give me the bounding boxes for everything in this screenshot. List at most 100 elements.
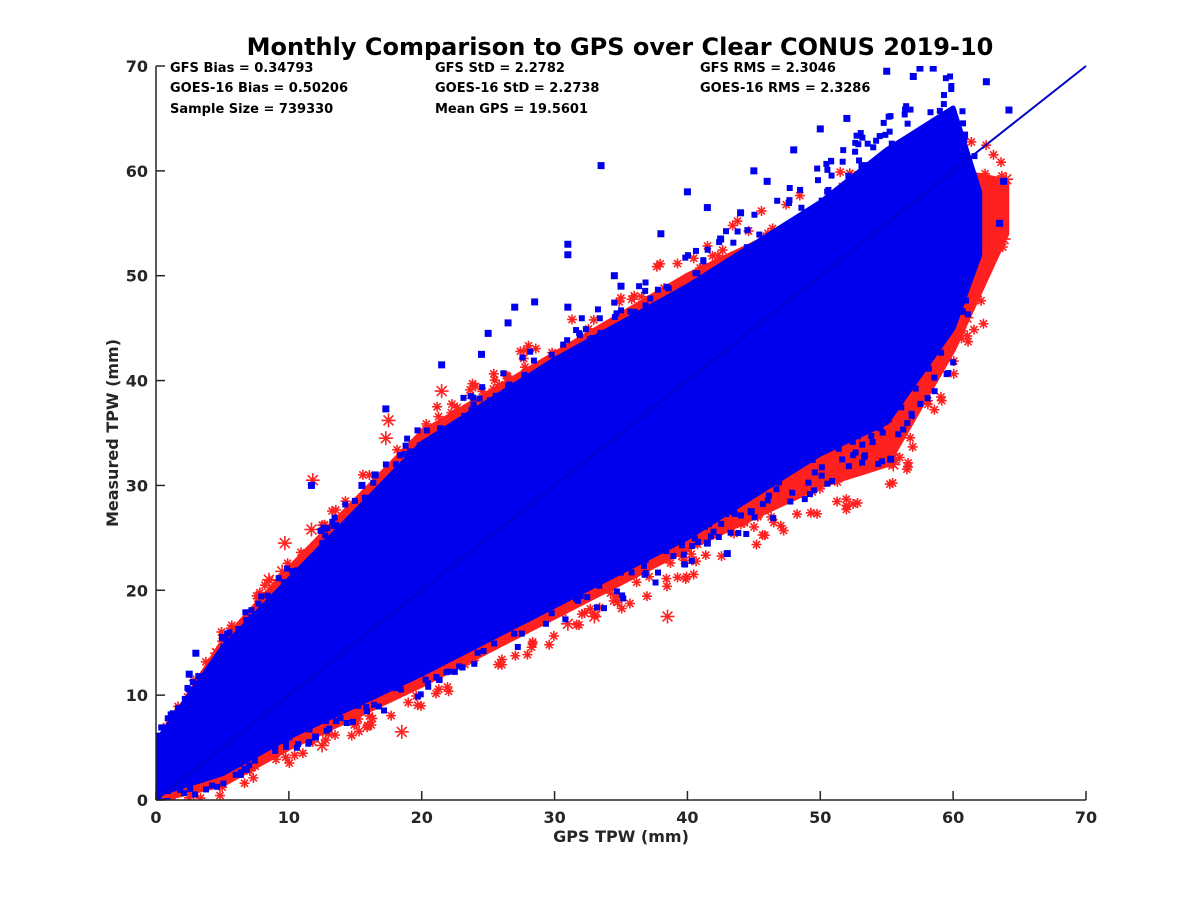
data-point <box>195 673 202 680</box>
data-point <box>285 733 293 741</box>
data-point <box>248 614 255 621</box>
data-point <box>880 119 887 126</box>
data-point <box>861 162 868 169</box>
data-point <box>355 702 362 709</box>
data-point <box>692 247 699 254</box>
data-point <box>852 497 863 508</box>
data-point <box>692 270 699 277</box>
data-point <box>416 442 423 449</box>
data-point <box>407 448 414 455</box>
data-point <box>597 162 605 170</box>
data-point <box>476 395 483 402</box>
data-point <box>491 640 498 647</box>
data-point <box>959 308 966 315</box>
data-point <box>600 605 607 612</box>
data-point <box>798 204 805 211</box>
data-point <box>349 718 356 725</box>
data-point <box>468 406 475 413</box>
data-point <box>982 78 990 86</box>
data-point <box>367 713 378 724</box>
data-point <box>392 685 399 692</box>
data-point <box>164 798 171 800</box>
data-point <box>446 399 457 410</box>
data-point <box>510 650 521 661</box>
data-point <box>615 293 626 304</box>
data-point <box>841 504 852 515</box>
data-point <box>461 412 468 419</box>
data-point <box>381 707 388 714</box>
data-point <box>957 325 968 336</box>
data-point <box>786 197 793 204</box>
data-point <box>445 668 452 675</box>
data-point <box>630 308 638 316</box>
data-point <box>280 752 291 763</box>
data-point <box>717 235 725 243</box>
x-tick-label: 70 <box>1075 808 1097 827</box>
data-point <box>960 120 967 127</box>
data-point <box>710 528 717 535</box>
data-point <box>574 597 581 604</box>
data-point <box>398 686 405 693</box>
data-point <box>730 239 737 246</box>
data-point <box>780 478 795 493</box>
data-point <box>811 469 818 476</box>
data-point <box>936 107 943 114</box>
data-point <box>520 362 531 373</box>
data-point <box>208 782 215 789</box>
data-point <box>459 664 466 671</box>
data-point <box>996 219 1004 227</box>
data-point <box>446 407 457 418</box>
data-point <box>787 498 794 505</box>
data-point <box>264 592 271 599</box>
data-point <box>887 455 895 463</box>
data-point <box>704 246 711 253</box>
data-point <box>859 134 866 141</box>
data-point <box>442 682 453 693</box>
data-point <box>582 326 589 333</box>
data-point <box>774 197 781 204</box>
data-point <box>695 538 702 545</box>
data-point <box>903 394 918 409</box>
data-point <box>248 607 255 614</box>
data-point <box>425 683 432 690</box>
data-point <box>681 561 688 568</box>
data-point <box>680 551 687 558</box>
data-point <box>422 676 429 683</box>
data-point <box>560 341 567 348</box>
data-point <box>322 718 329 725</box>
data-point <box>715 533 722 540</box>
data-point <box>703 204 711 212</box>
data-point <box>586 336 593 343</box>
data-point <box>818 464 825 471</box>
data-point <box>548 630 559 641</box>
stat-label: Sample Size = 739330 <box>170 102 333 117</box>
data-point <box>757 530 768 541</box>
data-point <box>885 416 892 423</box>
data-point <box>284 565 291 572</box>
data-point <box>996 232 1011 247</box>
data-point <box>688 557 695 564</box>
y-tick-label: 0 <box>137 791 148 810</box>
data-point <box>252 613 260 620</box>
data-point <box>330 730 341 741</box>
data-point <box>940 342 955 357</box>
y-tick-label: 70 <box>126 57 148 76</box>
data-point <box>856 157 863 164</box>
data-point <box>564 240 572 248</box>
data-point <box>996 157 1007 168</box>
data-point <box>392 444 403 455</box>
data-point <box>433 674 440 681</box>
data-point <box>277 536 292 551</box>
data-point <box>484 329 492 337</box>
data-point <box>828 158 835 165</box>
data-point <box>824 188 831 195</box>
data-point <box>579 607 590 618</box>
data-point <box>879 429 886 436</box>
data-point <box>818 197 825 204</box>
data-point <box>284 758 295 769</box>
data-point <box>511 630 518 637</box>
data-point <box>185 670 193 678</box>
data-point <box>845 463 852 470</box>
data-point <box>909 72 917 80</box>
